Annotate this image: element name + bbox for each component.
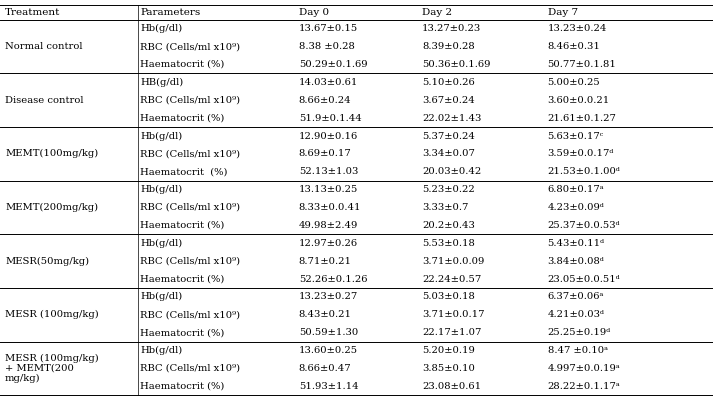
Text: Disease control: Disease control: [5, 96, 83, 105]
Text: 5.10±0.26: 5.10±0.26: [422, 78, 475, 87]
Text: 8.66±0.47: 8.66±0.47: [299, 364, 352, 373]
Text: 3.85±0.10: 3.85±0.10: [422, 364, 475, 373]
Text: 3.67±0.24: 3.67±0.24: [422, 96, 475, 105]
Text: RBC (Cells/ml x10⁹): RBC (Cells/ml x10⁹): [140, 150, 240, 158]
Text: 52.26±0.1.26: 52.26±0.1.26: [299, 274, 367, 283]
Text: 14.03±0.61: 14.03±0.61: [299, 78, 358, 87]
Text: RBC (Cells/ml x10⁹): RBC (Cells/ml x10⁹): [140, 364, 240, 373]
Text: RBC (Cells/ml x10⁹): RBC (Cells/ml x10⁹): [140, 257, 240, 266]
Text: Hb(g/dl): Hb(g/dl): [140, 185, 183, 194]
Text: 8.66±0.24: 8.66±0.24: [299, 96, 352, 105]
Text: 8.38 ±0.28: 8.38 ±0.28: [299, 42, 354, 51]
Text: 52.13±1.03: 52.13±1.03: [299, 167, 358, 176]
Text: MESR (100mg/kg): MESR (100mg/kg): [5, 310, 98, 319]
Text: Haematocrit  (%): Haematocrit (%): [140, 167, 228, 176]
Text: Day 7: Day 7: [548, 8, 578, 17]
Text: RBC (Cells/ml x10⁹): RBC (Cells/ml x10⁹): [140, 310, 240, 319]
Text: 3.60±0.0.21: 3.60±0.0.21: [548, 96, 610, 105]
Text: 6.37±0.06ᵃ: 6.37±0.06ᵃ: [548, 293, 604, 302]
Text: 5.00±0.25: 5.00±0.25: [548, 78, 600, 87]
Text: RBC (Cells/ml x10⁹): RBC (Cells/ml x10⁹): [140, 203, 240, 212]
Text: 50.77±0.1.81: 50.77±0.1.81: [548, 60, 617, 69]
Text: 5.63±0.17ᶜ: 5.63±0.17ᶜ: [548, 131, 604, 140]
Text: 8.46±0.31: 8.46±0.31: [548, 42, 600, 51]
Text: 5.23±0.22: 5.23±0.22: [422, 185, 475, 194]
Text: Hb(g/dl): Hb(g/dl): [140, 239, 183, 248]
Text: Normal control: Normal control: [5, 42, 83, 51]
Text: 22.02±1.43: 22.02±1.43: [422, 114, 481, 123]
Text: 49.98±2.49: 49.98±2.49: [299, 221, 358, 230]
Text: 13.13±0.25: 13.13±0.25: [299, 185, 358, 194]
Text: Haematocrit (%): Haematocrit (%): [140, 114, 225, 123]
Text: 23.05±0.0.51ᵈ: 23.05±0.0.51ᵈ: [548, 274, 620, 283]
Text: 3.34±0.07: 3.34±0.07: [422, 150, 475, 158]
Text: 5.03±0.18: 5.03±0.18: [422, 293, 475, 302]
Text: 22.24±0.57: 22.24±0.57: [422, 274, 481, 283]
Text: Day 2: Day 2: [422, 8, 452, 17]
Text: 5.37±0.24: 5.37±0.24: [422, 131, 475, 140]
Text: Day 0: Day 0: [299, 8, 329, 17]
Text: 4.21±0.03ᵈ: 4.21±0.03ᵈ: [548, 310, 605, 319]
Text: 50.36±0.1.69: 50.36±0.1.69: [422, 60, 491, 69]
Text: Haematocrit (%): Haematocrit (%): [140, 274, 225, 283]
Text: 50.29±0.1.69: 50.29±0.1.69: [299, 60, 367, 69]
Text: Haematocrit (%): Haematocrit (%): [140, 221, 225, 230]
Text: 6.80±0.17ᵃ: 6.80±0.17ᵃ: [548, 185, 604, 194]
Text: 3.84±0.08ᵈ: 3.84±0.08ᵈ: [548, 257, 605, 266]
Text: 51.93±1.14: 51.93±1.14: [299, 382, 359, 391]
Text: 8.39±0.28: 8.39±0.28: [422, 42, 475, 51]
Text: 13.67±0.15: 13.67±0.15: [299, 24, 358, 33]
Text: 21.61±0.1.27: 21.61±0.1.27: [548, 114, 617, 123]
Text: 8.71±0.21: 8.71±0.21: [299, 257, 352, 266]
Text: 25.37±0.0.53ᵈ: 25.37±0.0.53ᵈ: [548, 221, 620, 230]
Text: 28.22±0.1.17ᵃ: 28.22±0.1.17ᵃ: [548, 382, 620, 391]
Text: Hb(g/dl): Hb(g/dl): [140, 24, 183, 33]
Text: MESR (100mg/kg)
+ MEMT(200
mg/kg): MESR (100mg/kg) + MEMT(200 mg/kg): [5, 353, 98, 384]
Text: 20.2±0.43: 20.2±0.43: [422, 221, 475, 230]
Text: MEMT(100mg/kg): MEMT(100mg/kg): [5, 149, 98, 159]
Text: 3.71±0.0.17: 3.71±0.0.17: [422, 310, 485, 319]
Text: RBC (Cells/ml x10⁹): RBC (Cells/ml x10⁹): [140, 96, 240, 105]
Text: 8.69±0.17: 8.69±0.17: [299, 150, 352, 158]
Text: 12.90±0.16: 12.90±0.16: [299, 131, 358, 140]
Text: 3.59±0.0.17ᵈ: 3.59±0.0.17ᵈ: [548, 150, 614, 158]
Text: 50.59±1.30: 50.59±1.30: [299, 328, 358, 337]
Text: MEMT(200mg/kg): MEMT(200mg/kg): [5, 203, 98, 212]
Text: 22.17±1.07: 22.17±1.07: [422, 328, 481, 337]
Text: 3.33±0.7: 3.33±0.7: [422, 203, 468, 212]
Text: 13.23±0.24: 13.23±0.24: [548, 24, 607, 33]
Text: MESR(50mg/kg): MESR(50mg/kg): [5, 257, 89, 266]
Text: 8.47 ±0.10ᵃ: 8.47 ±0.10ᵃ: [548, 346, 607, 355]
Text: 4.997±0.0.19ᵃ: 4.997±0.0.19ᵃ: [548, 364, 620, 373]
Text: 13.27±0.23: 13.27±0.23: [422, 24, 481, 33]
Text: 5.53±0.18: 5.53±0.18: [422, 239, 475, 248]
Text: 3.71±0.0.09: 3.71±0.0.09: [422, 257, 484, 266]
Text: 21.53±0.1.00ᵈ: 21.53±0.1.00ᵈ: [548, 167, 620, 176]
Text: Haematocrit (%): Haematocrit (%): [140, 382, 225, 391]
Text: 8.43±0.21: 8.43±0.21: [299, 310, 352, 319]
Text: 8.33±0.0.41: 8.33±0.0.41: [299, 203, 361, 212]
Text: RBC (Cells/ml x10⁹): RBC (Cells/ml x10⁹): [140, 42, 240, 51]
Text: 51.9±0.1.44: 51.9±0.1.44: [299, 114, 361, 123]
Text: Haematocrit (%): Haematocrit (%): [140, 60, 225, 69]
Text: Haematocrit (%): Haematocrit (%): [140, 328, 225, 337]
Text: 5.43±0.11ᵈ: 5.43±0.11ᵈ: [548, 239, 605, 248]
Text: Parameters: Parameters: [140, 8, 201, 17]
Text: Treatment: Treatment: [5, 8, 61, 17]
Text: 23.08±0.61: 23.08±0.61: [422, 382, 481, 391]
Text: 20.03±0.42: 20.03±0.42: [422, 167, 481, 176]
Text: 13.60±0.25: 13.60±0.25: [299, 346, 358, 355]
Text: 12.97±0.26: 12.97±0.26: [299, 239, 358, 248]
Text: 5.20±0.19: 5.20±0.19: [422, 346, 475, 355]
Text: Hb(g/dl): Hb(g/dl): [140, 293, 183, 302]
Text: 25.25±0.19ᵈ: 25.25±0.19ᵈ: [548, 328, 611, 337]
Text: Hb(g/dl): Hb(g/dl): [140, 346, 183, 355]
Text: Hb(g/dl): Hb(g/dl): [140, 131, 183, 140]
Text: HB(g/dl): HB(g/dl): [140, 78, 184, 87]
Text: 4.23±0.09ᵈ: 4.23±0.09ᵈ: [548, 203, 605, 212]
Text: 13.23±0.27: 13.23±0.27: [299, 293, 358, 302]
